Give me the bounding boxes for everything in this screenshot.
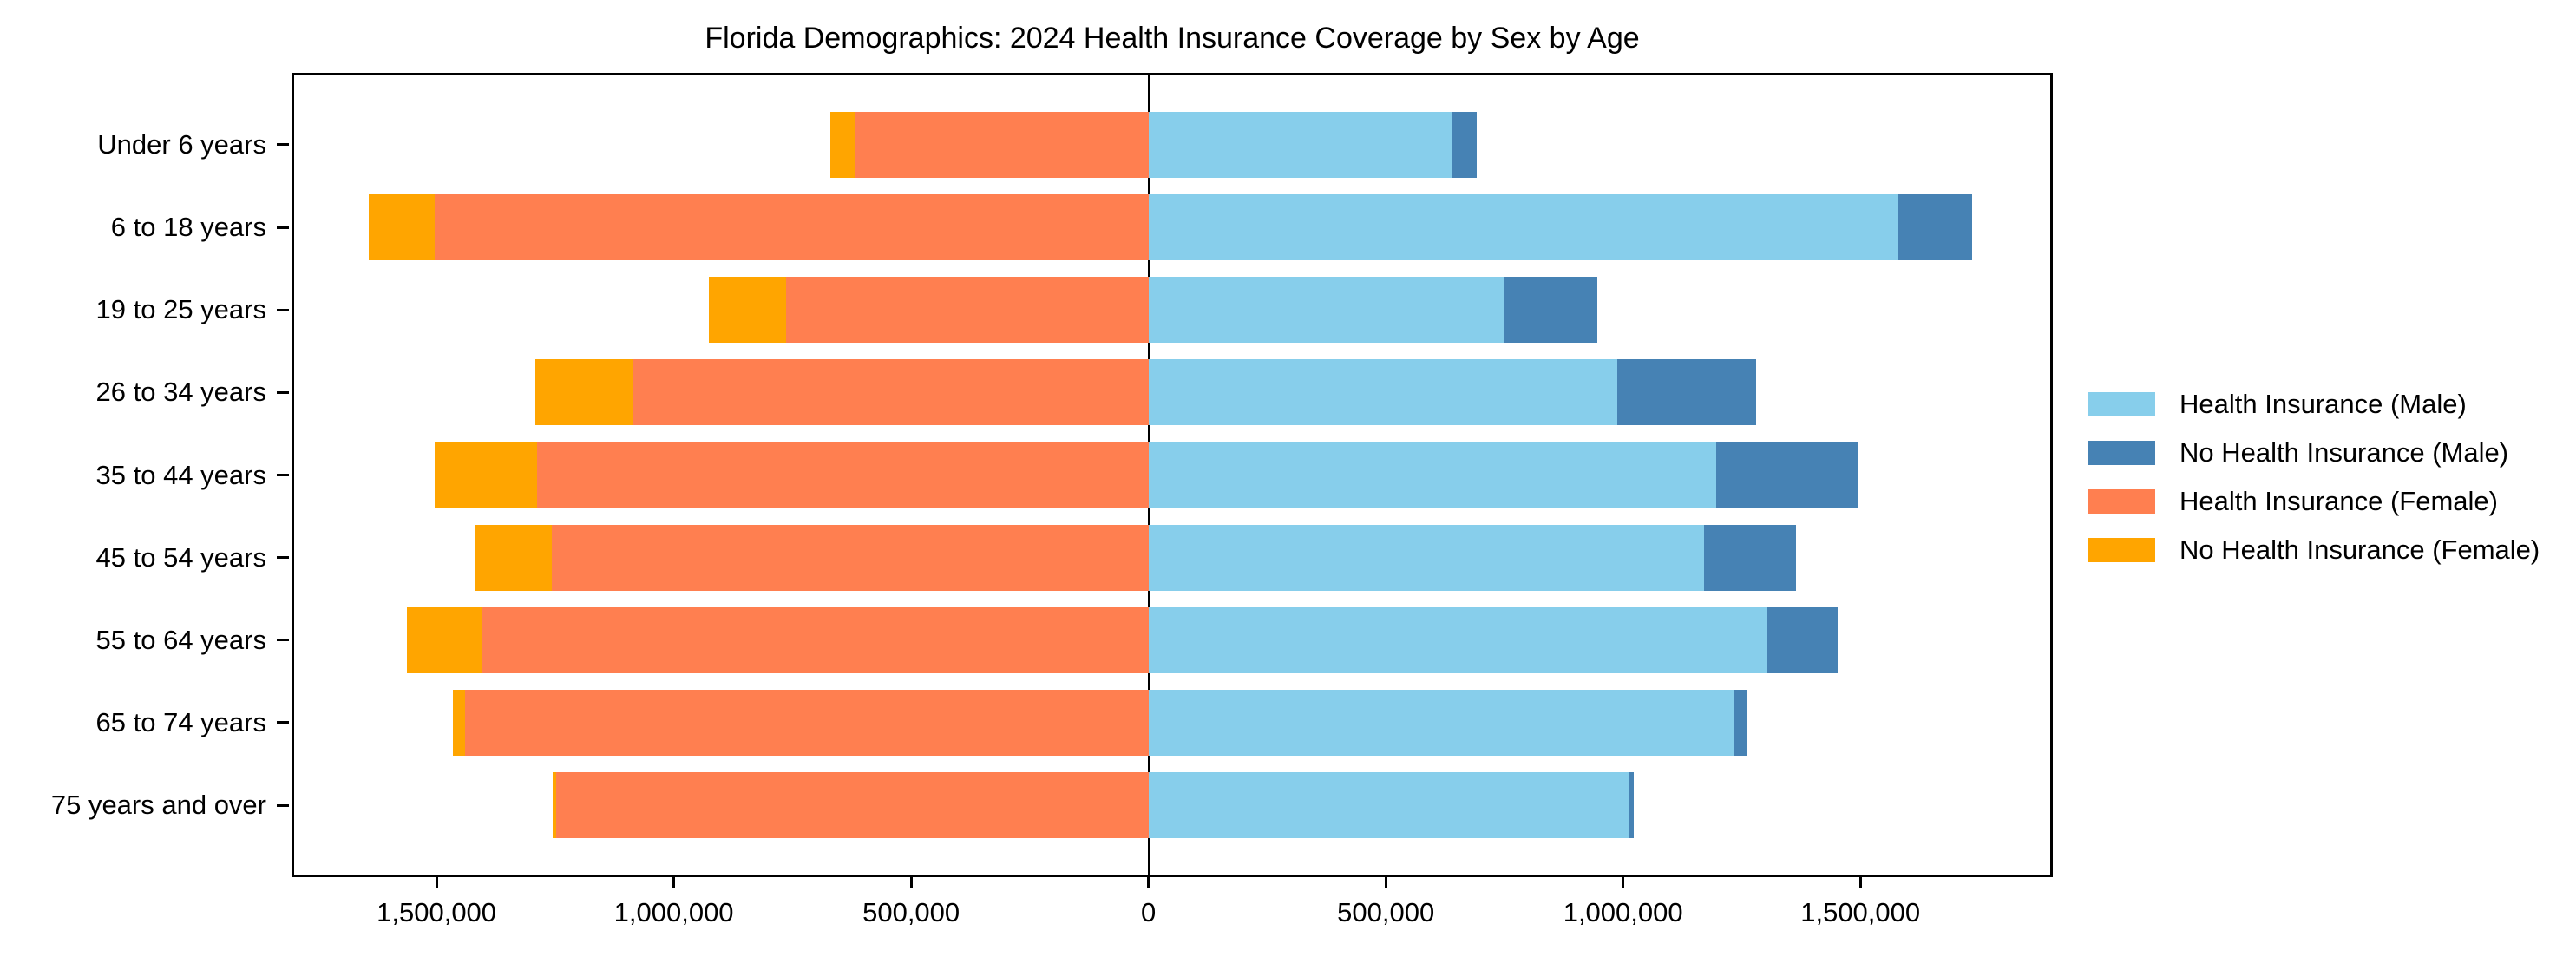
y-tick-mark <box>277 803 289 807</box>
bar-segment-no-insurance-male <box>1504 277 1597 344</box>
y-tick-mark <box>277 474 289 476</box>
bar-segment-insurance-male <box>1148 194 1899 261</box>
bar-segment-insurance-female <box>555 772 1149 839</box>
legend-label: No Health Insurance (Female) <box>2179 534 2540 565</box>
legend-item: No Health Insurance (Male) <box>2088 429 2540 477</box>
x-tick-label: 1,500,000 <box>1800 897 1921 928</box>
y-tick-mark <box>277 143 289 147</box>
y-axis: Under 6 years 6 to 18 years 19 to 25 years… <box>51 75 2050 875</box>
bar-segment-insurance-male <box>1148 772 1629 839</box>
bar-segment-insurance-female <box>786 277 1149 344</box>
y-tick-label-age-group: 55 to 64 years <box>95 624 266 655</box>
bar-segment-no-insurance-female <box>535 359 633 426</box>
bar-segment-no-insurance-male <box>1616 359 1756 426</box>
x-axis: 1,500,000 1,000,000 500,000 0 500,000 1,000,0… <box>294 75 2050 928</box>
y-tick-label-age-group: 35 to 44 years <box>95 459 266 490</box>
bar-segment-insurance-female <box>435 194 1149 261</box>
legend-label: Health Insurance (Female) <box>2179 486 2498 516</box>
x-tick-mark <box>672 877 676 888</box>
bar-row <box>294 772 2050 839</box>
bar-segment-no-insurance-male <box>1704 524 1796 591</box>
y-tick-mark <box>277 390 289 394</box>
legend-label: Health Insurance (Male) <box>2179 389 2467 419</box>
legend-label: No Health Insurance (Male) <box>2179 437 2509 468</box>
x-tick-label: 500,000 <box>1337 897 1435 928</box>
bar-segment-insurance-female <box>855 111 1149 178</box>
legend-swatch <box>2088 538 2155 562</box>
bar-row <box>294 194 2050 261</box>
bar-segment-insurance-male <box>1148 524 1705 591</box>
bar-segment-no-insurance-male <box>1716 442 1858 508</box>
bar-segment-insurance-male <box>1148 689 1734 756</box>
legend-swatch <box>2088 489 2155 514</box>
bar-segment-no-insurance-male <box>1766 606 1838 673</box>
y-tick-mark <box>277 226 289 229</box>
bar-segment-no-insurance-female <box>406 606 482 673</box>
plot-area: 1,500,000 1,000,000 500,000 0 500,000 1,000,0… <box>51 73 2053 928</box>
bar-segment-insurance-female <box>537 442 1149 508</box>
y-tick-label-age-group: Under 6 years <box>97 128 266 160</box>
y-tick-label-age-group: 45 to 54 years <box>95 541 266 573</box>
legend-item: No Health Insurance (Female) <box>2088 526 2540 574</box>
bar-segment-insurance-female <box>465 689 1149 756</box>
x-tick-label: 1,500,000 <box>377 897 497 928</box>
bar-segment-insurance-female <box>552 524 1149 591</box>
y-tick-label-age-group: 6 to 18 years <box>110 212 266 243</box>
bar-segment-insurance-male <box>1148 442 1717 508</box>
y-tick-label-age-group: 19 to 25 years <box>95 294 266 325</box>
bar-segment-no-insurance-female <box>475 524 553 591</box>
y-tick-label-age-group: 75 years and over <box>50 790 266 821</box>
bar-segment-insurance-female <box>481 606 1149 673</box>
y-tick-mark <box>277 308 289 311</box>
x-tick-mark <box>1622 877 1625 888</box>
x-tick-mark <box>1858 877 1862 888</box>
bar-segment-insurance-male <box>1148 359 1617 426</box>
bar-segment-no-insurance-female <box>435 442 538 508</box>
x-tick-mark <box>909 877 913 888</box>
bar-segment-no-insurance-female <box>369 194 436 261</box>
legend-swatch <box>2088 392 2155 416</box>
bar-row <box>294 442 2050 508</box>
bar-segment-no-insurance-female <box>708 277 787 344</box>
bar-segment-no-insurance-male <box>1452 111 1478 178</box>
x-tick-label: 1,000,000 <box>1563 897 1683 928</box>
bar-row <box>294 689 2050 756</box>
bar-row <box>294 359 2050 426</box>
legend: Health Insurance (Male) No Health Insuran… <box>2088 380 2540 574</box>
legend-item: Health Insurance (Male) <box>2088 380 2540 429</box>
bar-segment-insurance-female <box>633 359 1149 426</box>
chart-title: Florida Demographics: 2024 Health Insura… <box>705 22 1640 55</box>
y-tick-mark <box>277 556 289 560</box>
bar-row <box>294 606 2050 673</box>
bar-segment-no-insurance-female <box>453 689 466 756</box>
bar-segment-insurance-male <box>1148 277 1504 344</box>
y-tick-label-age-group: 65 to 74 years <box>95 706 266 737</box>
y-tick-mark <box>277 721 289 724</box>
bars-layer <box>294 75 2050 875</box>
bar-segment-no-insurance-female <box>553 772 556 839</box>
legend-item: Health Insurance (Female) <box>2088 477 2540 526</box>
x-tick-label: 500,000 <box>862 897 960 928</box>
bar-segment-insurance-male <box>1148 606 1767 673</box>
bar-row <box>294 277 2050 344</box>
bar-segment-no-insurance-male <box>1734 689 1747 756</box>
bar-segment-no-insurance-male <box>1628 772 1634 839</box>
legend-swatch <box>2088 441 2155 465</box>
bar-segment-insurance-male <box>1148 111 1452 178</box>
x-tick-mark <box>1147 877 1150 888</box>
bar-row <box>294 524 2050 591</box>
bar-row <box>294 111 2050 178</box>
y-tick-label-age-group: 26 to 34 years <box>95 377 266 408</box>
y-tick-mark <box>277 639 289 642</box>
x-tick-mark <box>435 877 438 888</box>
x-tick-label: 1,000,000 <box>613 897 734 928</box>
x-tick-label: 0 <box>1141 897 1157 928</box>
x-tick-mark <box>1384 877 1387 888</box>
bar-segment-no-insurance-female <box>830 111 856 178</box>
bar-segment-no-insurance-male <box>1898 194 1973 261</box>
